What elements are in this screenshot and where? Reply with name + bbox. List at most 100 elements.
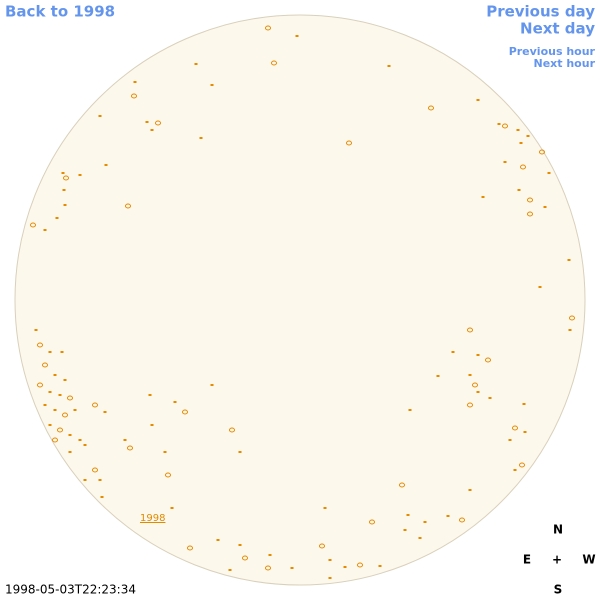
contour-speck [538, 286, 542, 288]
contour-speck [423, 521, 427, 523]
timestamp: 1998-05-03T22:23:34 [5, 583, 136, 597]
contour-speck [476, 391, 480, 393]
next-hour-link[interactable]: Next hour [534, 57, 596, 70]
contour-speck [62, 412, 68, 418]
contour-speck [418, 537, 422, 539]
contour-speck [127, 445, 133, 451]
contour-speck [53, 374, 57, 376]
contour-speck [133, 81, 137, 83]
contour-speck [78, 174, 82, 176]
contour-speck [295, 35, 299, 37]
contour-speck [42, 362, 48, 368]
contour-speck [265, 565, 271, 571]
contour-speck [100, 496, 104, 498]
contour-speck [60, 351, 64, 353]
contour-speck [48, 351, 52, 353]
contour-speck [268, 554, 272, 556]
contour-speck [436, 375, 440, 377]
contour-speck [543, 206, 547, 208]
contour-speck [148, 394, 152, 396]
contour-speck [467, 327, 473, 333]
contour-speck [378, 565, 382, 567]
contour-speck [523, 431, 527, 433]
contour-speck [459, 517, 465, 523]
contour-speck [103, 411, 107, 413]
contour-speck [57, 427, 63, 433]
compass-center: + [552, 553, 562, 567]
previous-day-link[interactable]: Previous day [486, 3, 595, 21]
contour-speck [43, 404, 47, 406]
contour-speck [67, 395, 73, 401]
contour-speck [229, 427, 235, 433]
compass-east: E [523, 553, 531, 567]
contour-speck [210, 384, 214, 386]
contour-speck [63, 379, 67, 381]
contour-speck [502, 123, 508, 129]
contour-speck [216, 539, 220, 541]
next-day-link[interactable]: Next day [520, 20, 595, 38]
contour-speck [123, 439, 127, 441]
previous-hour-link[interactable]: Previous hour [509, 45, 596, 58]
contour-speck [104, 164, 108, 166]
contour-speck [328, 577, 332, 579]
contour-speck [58, 394, 62, 396]
contour-speck [228, 569, 232, 571]
contour-speck [155, 120, 161, 126]
compass-west: W [582, 553, 595, 567]
contour-speck [194, 63, 198, 65]
solar-disk [14, 14, 586, 586]
contour-speck [328, 559, 332, 561]
contour-speck [527, 211, 533, 217]
contour-speck [163, 451, 167, 453]
contour-speck [446, 515, 450, 517]
contour-speck [83, 444, 87, 446]
contour-speck [406, 514, 410, 516]
contour-speck [526, 135, 530, 137]
contour-speck [52, 437, 58, 443]
contour-speck [83, 479, 87, 481]
compass-north: N [553, 523, 563, 537]
contour-speck [569, 315, 575, 321]
contour-speck [399, 482, 405, 488]
contour-speck [131, 93, 137, 99]
contour-speck [517, 189, 521, 191]
contour-speck [37, 342, 43, 348]
contour-speck [567, 259, 571, 261]
contour-speck [346, 140, 352, 146]
year-link[interactable]: 1998 [140, 513, 165, 524]
contour-speck [173, 401, 177, 403]
contour-speck [62, 189, 66, 191]
compass-south: S [554, 583, 563, 597]
contour-speck [271, 60, 277, 66]
contour-speck [165, 472, 171, 478]
contour-speck [481, 196, 485, 198]
contour-speck [369, 519, 375, 525]
contour-speck [527, 197, 533, 203]
contour-speck [516, 129, 520, 131]
contour-speck [520, 164, 526, 170]
contour-speck [472, 382, 478, 388]
contour-speck [468, 489, 472, 491]
contour-speck [522, 403, 526, 405]
contour-speck [467, 402, 473, 408]
contour-speck [403, 529, 407, 531]
contour-speck [508, 439, 512, 441]
contour-speck [48, 391, 52, 393]
back-link[interactable]: Back to 1998 [5, 3, 115, 21]
contour-speck [242, 555, 248, 561]
contour-speck [170, 507, 174, 509]
contour-speck [238, 544, 242, 546]
contour-speck [323, 507, 327, 509]
contour-speck [68, 451, 72, 453]
contour-speck [290, 567, 294, 569]
contour-speck [61, 172, 65, 174]
contour-speck [30, 222, 36, 228]
contour-speck [43, 229, 47, 231]
contour-speck [238, 451, 242, 453]
contour-speck [451, 351, 455, 353]
contour-speck [150, 424, 154, 426]
contour-speck [519, 142, 523, 144]
contour-speck [408, 409, 412, 411]
contour-speck [512, 425, 518, 431]
